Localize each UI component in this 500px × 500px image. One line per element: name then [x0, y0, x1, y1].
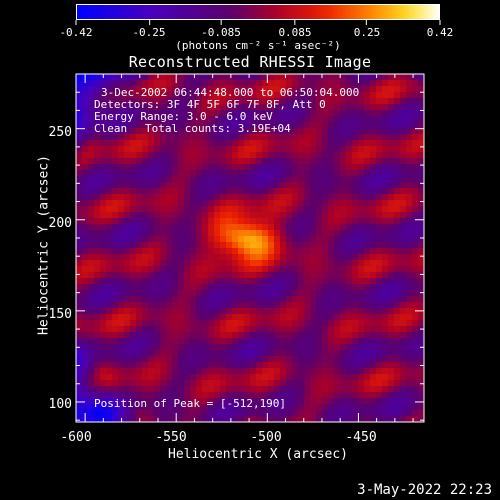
- x-tick-label: -600: [60, 430, 92, 445]
- image-pixels: [76, 74, 425, 423]
- colorbar-tick-label: 0.42: [426, 26, 454, 39]
- colorbar-tick-label: -0.42: [59, 26, 93, 39]
- timestamp-label: 3-May-2022 22:23: [357, 482, 492, 498]
- colorbar: [76, 4, 440, 20]
- y-tick-label: 200: [48, 216, 72, 231]
- colorbar-tick-label: 0.25: [353, 26, 381, 39]
- plot-frame: [75, 73, 425, 423]
- x-axis-label: Heliocentric X (arcsec): [167, 447, 349, 462]
- x-tick-label: -500: [250, 430, 282, 445]
- y-tick-label: 100: [48, 397, 72, 412]
- colorbar-tick-label: -0.085: [201, 26, 241, 39]
- y-tick-label: 150: [48, 307, 72, 322]
- x-tick-label: -550: [155, 430, 187, 445]
- method-label: Clean: [94, 122, 128, 135]
- plot-title: Reconstructed RHESSI Image: [128, 53, 372, 71]
- total-counts-label: Total counts: 3.19E+04: [145, 122, 291, 135]
- colorbar-tick-label: 0.085: [278, 26, 312, 39]
- colorbar-unit-label: (photons cm⁻² s⁻¹ asec⁻²): [175, 39, 341, 52]
- peak-position-label: Position of Peak = [-512,190]: [94, 397, 287, 410]
- y-tick-label: 250: [48, 125, 72, 140]
- colorbar-tick-label: -0.25: [132, 26, 166, 39]
- energy-range-label: Energy Range: 3.0 - 6.0 keV: [94, 110, 273, 123]
- detectors-label: Detectors: 3F 4F 5F 6F 7F 8F, Att 0: [94, 98, 326, 111]
- y-axis-label: Heliocentric Y (arcsec): [36, 154, 52, 336]
- time-range-label: 3-Dec-2002 06:44:48.000 to 06:50:04.000: [101, 86, 360, 99]
- x-tick-label: -450: [345, 430, 377, 445]
